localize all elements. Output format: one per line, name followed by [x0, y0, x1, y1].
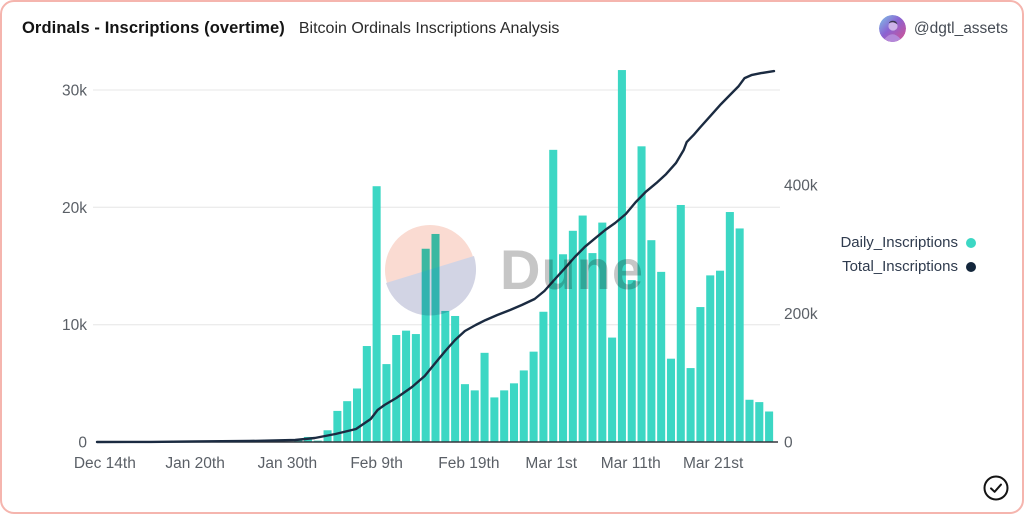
bar[interactable]	[598, 222, 607, 442]
bar[interactable]	[529, 351, 538, 442]
bar[interactable]	[411, 334, 420, 442]
x-tick-label: Mar 11th	[601, 455, 661, 472]
x-tick-label: Feb 9th	[350, 455, 403, 472]
bar[interactable]	[627, 280, 636, 442]
bar[interactable]	[588, 253, 597, 442]
bar[interactable]	[765, 411, 774, 442]
y-left-tick-label: 0	[78, 435, 87, 452]
watermark-text: Dune	[500, 238, 644, 301]
legend-dot-icon	[966, 237, 976, 248]
author-handle: @dgtl_assets	[913, 19, 1008, 37]
bar[interactable]	[549, 149, 558, 442]
author-chip[interactable]: @dgtl_assets	[878, 15, 1008, 42]
y-left-tick-label: 30k	[62, 83, 87, 100]
legend-dot-icon	[966, 261, 976, 272]
bar[interactable]	[480, 352, 489, 442]
bar[interactable]	[745, 399, 754, 442]
x-tick-label: Mar 1st	[525, 455, 577, 472]
x-tick-label: Dec 14th	[74, 455, 136, 472]
total-inscriptions-line[interactable]	[95, 69, 776, 444]
x-tick-label: Jan 20th	[165, 455, 224, 472]
y-left-tick-label: 10k	[62, 317, 87, 334]
bar[interactable]	[716, 270, 725, 442]
bar[interactable]	[500, 390, 509, 442]
bar[interactable]	[519, 370, 528, 442]
y-right-tick-label: 0	[784, 435, 793, 452]
legend-item-daily_inscriptions[interactable]: Daily_Inscriptions	[840, 234, 976, 251]
chart-title: Ordinals - Inscriptions (overtime)	[22, 19, 285, 37]
x-tick-label: Mar 21st	[683, 455, 744, 472]
bar[interactable]	[755, 402, 764, 442]
bar[interactable]	[735, 228, 744, 442]
bar[interactable]	[568, 230, 577, 442]
bar[interactable]	[657, 271, 666, 442]
bar[interactable]	[686, 368, 695, 442]
bar[interactable]	[352, 388, 362, 442]
person-avatar-icon	[878, 15, 906, 42]
x-tick-label: Jan 30th	[258, 455, 317, 472]
bar[interactable]	[647, 240, 656, 442]
x-tick-label: Feb 19th	[438, 455, 499, 472]
dune-watermark: Dune	[385, 225, 644, 316]
bar[interactable]	[696, 307, 705, 442]
bar[interactable]	[441, 310, 450, 442]
bar[interactable]	[617, 70, 626, 442]
bar[interactable]	[637, 146, 646, 442]
bar[interactable]	[539, 311, 548, 442]
bar[interactable]	[451, 315, 460, 442]
chart-header: Ordinals - Inscriptions (overtime) Bitco…	[22, 19, 559, 38]
bar[interactable]	[490, 397, 499, 442]
bar[interactable]	[509, 383, 519, 442]
y-right-tick-label: 200k	[784, 306, 818, 323]
bar[interactable]	[421, 248, 430, 442]
y-left-tick-label: 20k	[62, 200, 87, 217]
y-right-tick-label: 400k	[784, 178, 818, 195]
bar[interactable]	[706, 275, 715, 442]
bar[interactable]	[343, 401, 352, 442]
legend: Daily_Inscriptions Total_Inscriptions	[840, 234, 976, 275]
bar[interactable]	[676, 204, 685, 442]
daily-inscriptions-bars[interactable]	[294, 70, 774, 442]
bar[interactable]	[578, 215, 587, 442]
bar[interactable]	[725, 212, 734, 442]
bar[interactable]	[392, 334, 401, 442]
axis-labels: 0 10k 20k 30k 0 200k 400k Dec 14th Jan 20th Jan 3…	[62, 83, 818, 473]
bar[interactable]	[666, 358, 676, 442]
chart-subtitle: Bitcoin Ordinals Inscriptions Analysis	[298, 20, 560, 37]
bar[interactable]	[559, 254, 568, 442]
bar[interactable]	[608, 337, 617, 442]
bar[interactable]	[372, 186, 381, 442]
bar[interactable]	[431, 233, 440, 442]
bar[interactable]	[460, 384, 469, 442]
bar[interactable]	[402, 330, 411, 442]
bar[interactable]	[333, 410, 342, 442]
circle-check-button[interactable]	[982, 474, 1010, 502]
legend-label: Daily_Inscriptions	[840, 234, 958, 251]
bar[interactable]	[470, 390, 479, 442]
bar[interactable]	[362, 346, 371, 442]
legend-item-total_inscriptions[interactable]: Total_Inscriptions	[842, 258, 976, 275]
legend-label: Total_Inscriptions	[842, 258, 958, 275]
